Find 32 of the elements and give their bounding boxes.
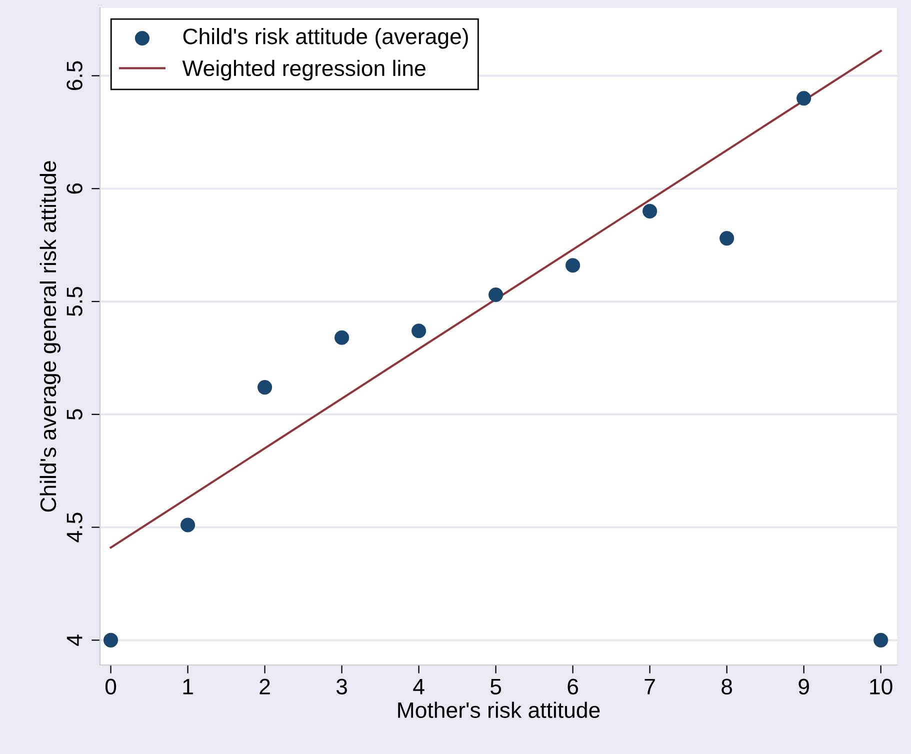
y-tick-label: 4 bbox=[66, 634, 82, 646]
x-tick-label: 10 bbox=[870, 678, 892, 695]
x-tick-label: 5 bbox=[490, 679, 502, 695]
point bbox=[796, 91, 812, 106]
point bbox=[180, 518, 196, 532]
y-tick-label: 6 bbox=[66, 183, 82, 194]
point bbox=[488, 287, 504, 302]
x-tick-label: 4 bbox=[413, 679, 424, 694]
y-tick-label: 5 bbox=[66, 409, 82, 420]
point bbox=[258, 380, 272, 395]
x-tick-label: 2 bbox=[260, 678, 270, 694]
x-tick-label: 0 bbox=[105, 678, 116, 695]
point bbox=[720, 231, 734, 246]
point bbox=[334, 330, 350, 345]
point bbox=[412, 324, 426, 338]
y-tick-label: 5.5 bbox=[66, 286, 82, 316]
x-axis-title: Mother's risk attitude bbox=[398, 702, 600, 718]
point bbox=[104, 632, 118, 648]
x-tick-label: 9 bbox=[798, 678, 809, 695]
point bbox=[566, 258, 580, 273]
legend-label: Weighted regression line bbox=[182, 60, 426, 81]
y-tick-label: 4.5 bbox=[66, 512, 82, 542]
x-tick-label: 6 bbox=[568, 678, 578, 695]
x-tick-label: 1 bbox=[183, 679, 193, 694]
point bbox=[874, 632, 888, 648]
x-tick-label: 8 bbox=[722, 678, 732, 695]
y-tick-label: 6.5 bbox=[66, 61, 82, 90]
point bbox=[642, 204, 658, 218]
y-axis-title: Child's average general risk attitude bbox=[40, 161, 61, 512]
x-tick-label: 3 bbox=[336, 678, 347, 695]
legend-label: Child's risk attitude (average) bbox=[183, 28, 468, 49]
x-tick-label: 7 bbox=[644, 679, 655, 694]
